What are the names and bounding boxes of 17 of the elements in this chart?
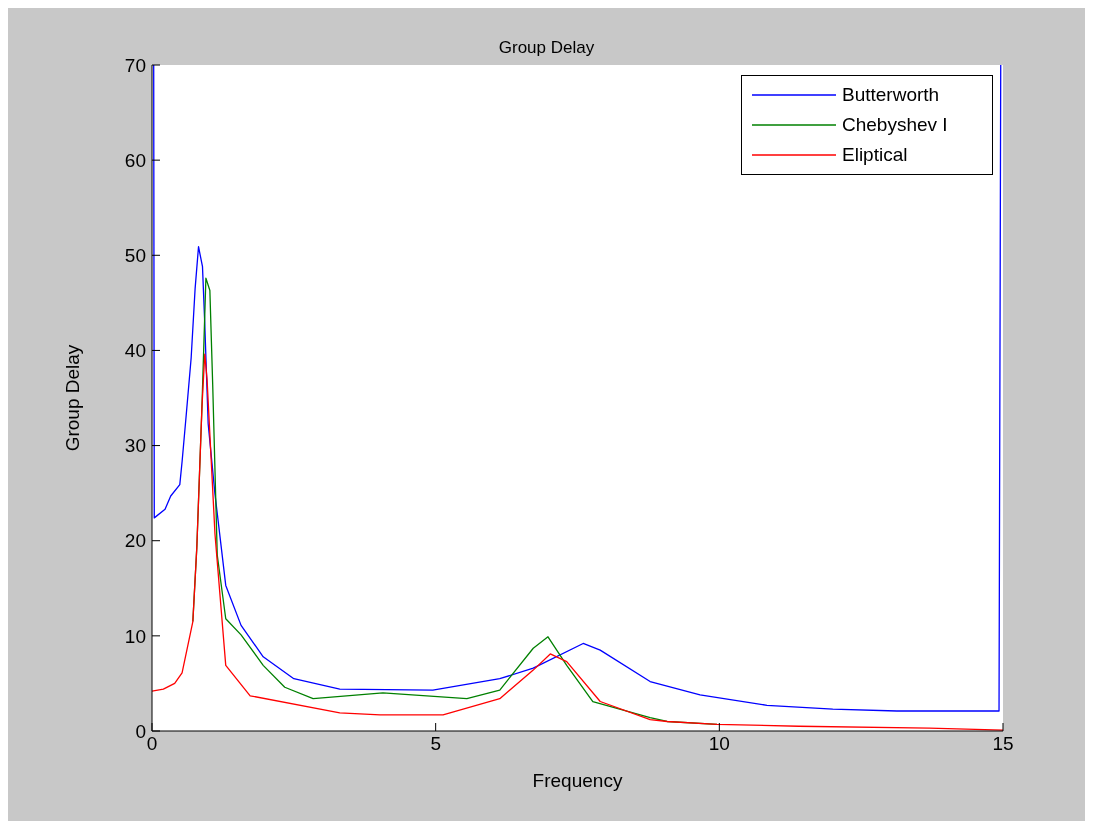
- y-tick-label: 40: [124, 340, 146, 362]
- x-axis-title: Frequency: [532, 770, 623, 791]
- chart-title: Group Delay: [498, 38, 595, 57]
- line-series: [153, 65, 1002, 712]
- y-tick-label: 30: [124, 435, 146, 457]
- y-tick-label: 70: [124, 54, 146, 76]
- legend-label: Butterworth: [842, 84, 940, 106]
- y-tick-label: 10: [124, 625, 146, 647]
- y-tick-label: 20: [124, 530, 146, 552]
- x-tick-label: 10: [708, 733, 730, 755]
- legend-label: Chebyshev I: [842, 114, 948, 136]
- y-axis-title: Group Delay: [61, 344, 83, 452]
- y-tick-label: 50: [124, 245, 146, 267]
- x-tick-label: 15: [992, 733, 1014, 755]
- y-tick-label: 60: [124, 149, 146, 171]
- x-tick-label: 5: [430, 733, 441, 755]
- legend-label: Eliptical: [842, 144, 908, 166]
